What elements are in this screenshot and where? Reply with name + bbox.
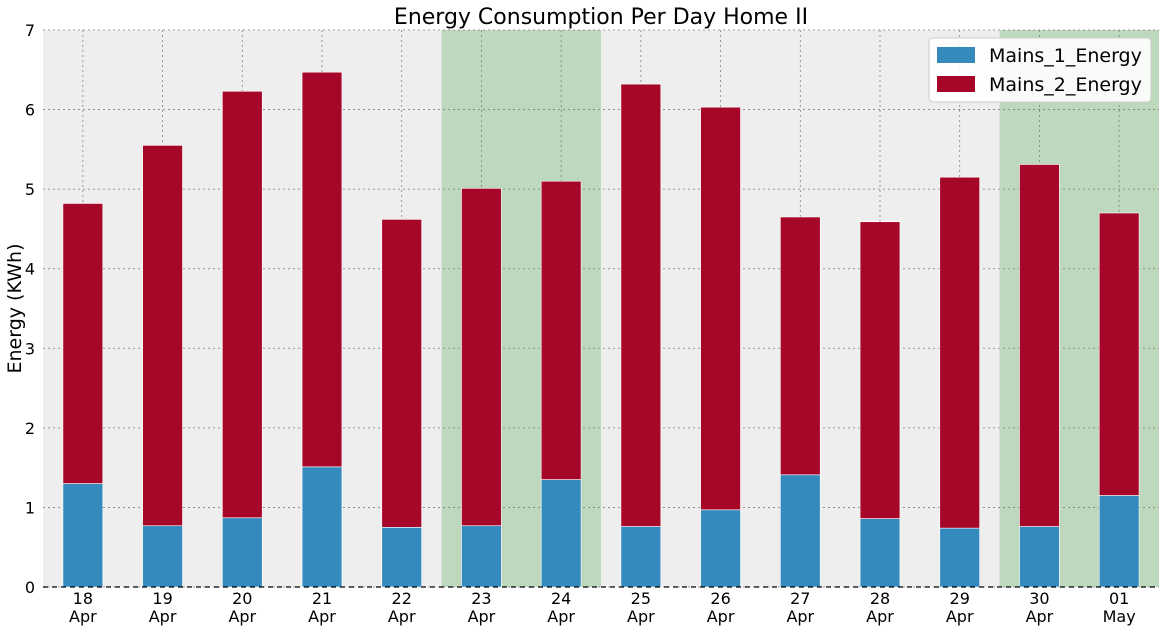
bar-mains-2-energy [700, 106, 741, 511]
x-tick-label-day: 27 [790, 589, 810, 608]
x-tick-label-month: Apr [627, 607, 655, 626]
x-tick-label-day: 23 [471, 589, 491, 608]
x-tick-label-month: Apr [149, 607, 177, 626]
x-tick-label-month: Apr [786, 607, 814, 626]
x-tick-label-month: Apr [388, 607, 416, 626]
x-tick-label-month: Apr [547, 607, 575, 626]
bar-mains-1-energy [1019, 526, 1060, 588]
bar-mains-2-energy [1098, 212, 1140, 496]
x-tick-label-month: Apr [946, 607, 974, 626]
bar-mains-1-energy [620, 526, 662, 588]
x-tick-label-day: 20 [232, 589, 252, 608]
x-tick-label-month: Apr [468, 607, 496, 626]
chart-title: Energy Consumption Per Day Home II [394, 5, 808, 30]
x-tick-label-month: May [1103, 607, 1136, 626]
x-tick-label-month: Apr [866, 607, 894, 626]
bar-mains-2-energy [381, 219, 422, 528]
x-tick-label-day: 18 [73, 589, 93, 608]
bar-mains-2-energy [540, 180, 582, 480]
bar-mains-1-energy [142, 525, 183, 588]
bar-mains-2-energy [461, 188, 502, 527]
x-tick-label-month: Apr [1026, 607, 1054, 626]
x-tick-label-day: 22 [392, 589, 412, 608]
x-tick-label-day: 25 [631, 589, 651, 608]
x-tick-label-day: 29 [950, 589, 970, 608]
bar-mains-2-energy [939, 176, 980, 529]
bar-mains-1-energy [62, 483, 104, 588]
bar-mains-1-energy [1098, 495, 1140, 588]
x-tick-label-month: Apr [69, 607, 97, 626]
x-tick-label-day: 24 [551, 589, 571, 608]
y-tick-label: 1 [25, 498, 35, 517]
y-axis-label: Energy (KWh) [4, 244, 26, 374]
y-tick-label: 2 [25, 419, 35, 438]
bar-mains-2-energy [780, 216, 821, 476]
bar-mains-1-energy [222, 517, 263, 588]
legend [928, 37, 1152, 103]
bar-mains-2-energy [62, 203, 104, 484]
bar-mains-1-energy [939, 527, 980, 588]
bar-mains-1-energy [540, 479, 582, 588]
x-tick-label-month: Apr [228, 607, 256, 626]
x-tick-label-day: 26 [710, 589, 730, 608]
bar-mains-2-energy [620, 83, 662, 527]
x-tick-label-day: 28 [870, 589, 890, 608]
y-tick-label: 6 [25, 101, 35, 120]
y-tick-label: 4 [25, 260, 35, 279]
x-tick-label-day: 01 [1109, 589, 1129, 608]
bar-mains-1-energy [780, 474, 821, 588]
legend-swatch [937, 76, 975, 92]
bar-mains-2-energy [222, 90, 263, 519]
bar-mains-2-energy [301, 71, 343, 468]
x-tick-label-day: 19 [152, 589, 172, 608]
legend-swatch [937, 47, 975, 63]
y-tick-label: 5 [25, 180, 35, 199]
y-tick-label: 0 [25, 578, 35, 597]
bar-mains-1-energy [859, 518, 901, 588]
bar-mains-1-energy [381, 527, 422, 588]
legend-label: Mains_2_Energy [989, 74, 1142, 96]
bar-mains-1-energy [461, 525, 502, 588]
bar-mains-2-energy [142, 145, 183, 527]
bar-mains-1-energy [301, 466, 343, 588]
x-tick-label-day: 21 [312, 589, 332, 608]
bar-mains-2-energy [1019, 164, 1060, 527]
bar-mains-2-energy [859, 221, 901, 519]
x-tick-label-month: Apr [308, 607, 336, 626]
x-tick-label-day: 30 [1029, 589, 1049, 608]
bar-mains-1-energy [700, 509, 741, 588]
y-tick-label: 3 [25, 339, 35, 358]
legend-label: Mains_1_Energy [989, 45, 1142, 67]
y-tick-label: 7 [25, 21, 35, 40]
x-tick-label-month: Apr [707, 607, 735, 626]
